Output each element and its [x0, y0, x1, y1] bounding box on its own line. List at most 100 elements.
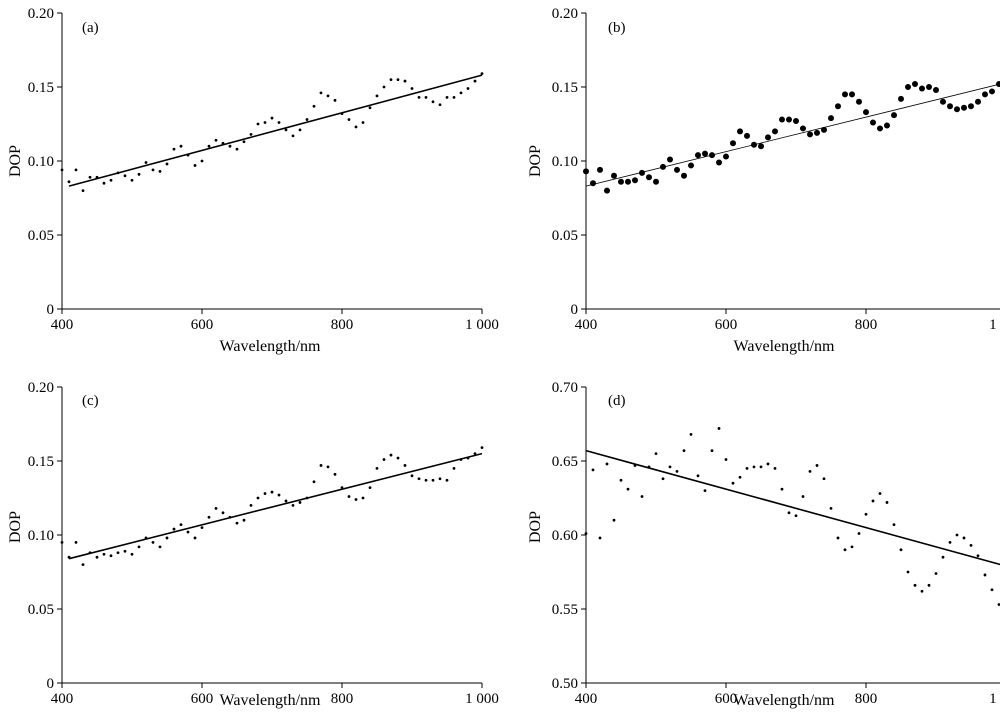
x-tick-label-a: 800 [331, 317, 354, 333]
data-point-d [766, 462, 770, 466]
data-point-b [786, 116, 792, 123]
fit-line-d [585, 449, 1000, 566]
data-point-c [221, 511, 225, 515]
data-point-d [892, 523, 896, 527]
data-point-c [95, 555, 99, 559]
data-point-c [123, 549, 127, 553]
data-point-c [165, 536, 169, 540]
data-point-c [193, 536, 197, 540]
data-point-c [431, 478, 435, 482]
data-point-b [716, 159, 722, 166]
data-point-a [200, 159, 204, 163]
data-point-d [745, 467, 749, 470]
data-point-c [109, 554, 113, 558]
data-point-d [941, 555, 945, 559]
y-tick-label-c: 0.05 [28, 602, 54, 618]
data-point-d [948, 541, 952, 544]
data-point-a [375, 94, 379, 98]
data-point-b [961, 104, 967, 111]
data-point-a [382, 85, 386, 89]
data-point-a [88, 175, 92, 179]
data-point-a [431, 100, 435, 104]
data-point-a [312, 104, 316, 108]
data-point-c [277, 493, 281, 497]
data-point-b [807, 131, 813, 138]
data-point-d [724, 458, 728, 461]
panel-label-d: (d) [608, 393, 626, 409]
x-tick-label-d: 600 [715, 691, 738, 707]
data-point-c [172, 527, 176, 531]
data-point-d [682, 449, 686, 453]
data-point-a [81, 189, 85, 193]
data-point-a [424, 95, 428, 99]
data-point-d [598, 536, 602, 540]
x-tick-label-c: 400 [51, 691, 74, 707]
data-point-a [333, 98, 337, 102]
panel-b: (b) Wavelength/nm DOP 400 600 800 1 000 0 0.0… [527, 6, 1000, 355]
data-point-d [920, 589, 924, 593]
data-point-a [354, 125, 358, 129]
y-axis-label-c: DOP [7, 511, 24, 543]
data-point-a [396, 78, 400, 81]
data-point-d [773, 467, 777, 470]
data-point-d [871, 499, 875, 503]
data-point-c [200, 526, 204, 529]
data-point-a [389, 78, 393, 81]
data-point-c [67, 555, 71, 559]
y-tick-label-b: 0 [571, 302, 579, 318]
data-point-a [151, 168, 155, 172]
data-point-a [74, 168, 78, 172]
data-point-b [940, 98, 946, 105]
panel-label-b: (b) [608, 20, 626, 36]
data-point-b [583, 168, 589, 175]
data-point-c [480, 446, 484, 450]
y-tick-label-a: 0.05 [28, 228, 54, 244]
data-point-c [235, 521, 239, 525]
data-point-b [800, 125, 806, 132]
data-point-c [102, 552, 106, 556]
data-point-b [933, 86, 939, 93]
data-point-c [424, 478, 428, 482]
data-point-a [410, 87, 414, 90]
data-point-c [333, 472, 337, 476]
data-point-a [144, 161, 148, 164]
data-point-b [898, 95, 904, 102]
data-point-c [144, 536, 148, 540]
x-tick-label-b: 800 [855, 317, 878, 333]
data-point-d [731, 481, 735, 485]
data-point-d [885, 501, 889, 504]
data-point-d [983, 573, 987, 577]
data-point-a [116, 171, 120, 175]
data-point-a [102, 181, 106, 185]
y-axis-label-b: DOP [527, 145, 544, 177]
y-tick-label-c: 0 [47, 676, 55, 692]
data-point-a [179, 144, 183, 148]
data-point-d [752, 465, 756, 469]
data-point-a [326, 94, 330, 98]
data-point-b [793, 118, 799, 125]
data-point-d [801, 495, 805, 498]
panel-label-c: (c) [82, 393, 99, 409]
data-point-a [445, 95, 449, 99]
data-point-c [438, 477, 442, 481]
y-tick-label-a: 0.15 [28, 80, 54, 96]
data-point-b [639, 169, 645, 176]
x-tick-label-c: 1 000 [465, 691, 499, 707]
data-point-c [473, 452, 477, 455]
data-point-c [137, 545, 141, 549]
x-tick-label-d: 1 000 [989, 691, 1000, 707]
data-point-a [270, 116, 274, 120]
y-tick-label-c: 0.20 [28, 380, 54, 396]
data-point-d [703, 489, 707, 492]
data-point-d [906, 570, 910, 574]
data-point-c [445, 478, 449, 482]
data-point-b [751, 141, 757, 148]
data-point-c [151, 541, 155, 544]
x-tick-label-c: 800 [331, 691, 354, 707]
fit-line-b [585, 83, 1000, 187]
data-point-b [646, 174, 652, 181]
fit-line-c [68, 452, 483, 560]
data-point-b [947, 103, 953, 110]
data-point-d [878, 492, 882, 495]
data-point-b [828, 115, 834, 122]
